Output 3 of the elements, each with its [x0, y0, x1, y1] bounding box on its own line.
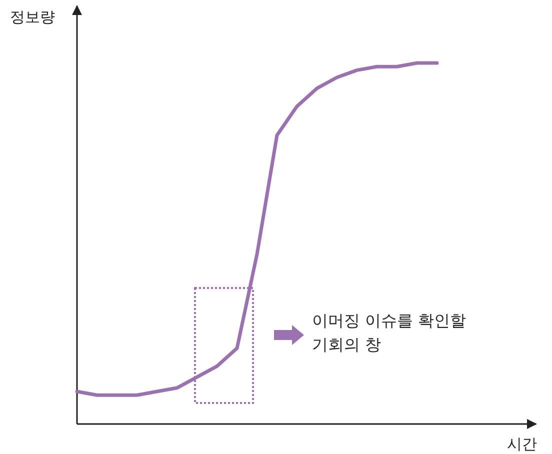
x-axis-title: 시간	[507, 435, 537, 453]
annotation: 이머징 이슈를 확인할 기회의 창	[312, 311, 466, 354]
y-axis-title: 정보량	[10, 8, 55, 26]
